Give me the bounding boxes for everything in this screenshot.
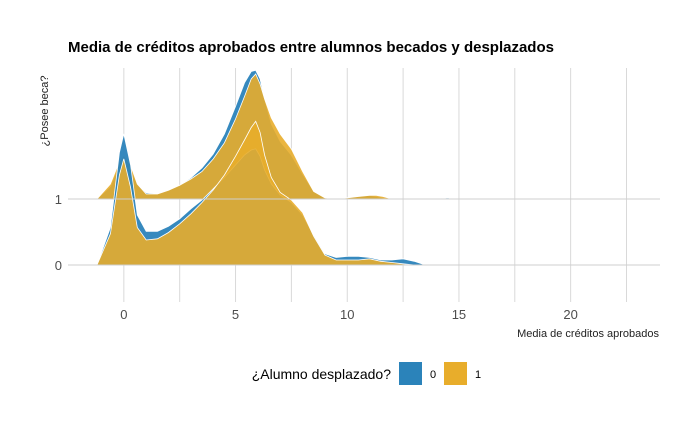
legend-label-0: 0 (430, 369, 436, 381)
x-tick-label: 15 (452, 307, 466, 322)
x-tick-label: 10 (340, 307, 354, 322)
legend-label-1: 1 (475, 369, 481, 381)
legend-swatch-0 (399, 362, 422, 385)
y-axis-label: ¿Posee beca? (39, 76, 51, 147)
ridge-layer (95, 69, 464, 266)
ridge-1 (95, 69, 464, 200)
axis-layer: 100 5 10 15 20 (55, 192, 578, 322)
legend-title: ¿Alumno desplazado? (252, 366, 392, 382)
legend-swatch-1 (444, 362, 467, 385)
x-tick-label: 0 (120, 307, 127, 322)
chart-title: Media de créditos aprobados entre alumno… (68, 39, 554, 56)
y-tick-label: 1 (55, 192, 62, 207)
x-tick-label: 5 (232, 307, 239, 322)
x-tick-label: 20 (563, 307, 577, 322)
density-area-1-series-1 (96, 73, 464, 200)
baseline-layer (68, 198, 660, 266)
density-area-0-series-1 (96, 120, 426, 266)
x-axis-label: Media de créditos aprobados (517, 328, 659, 340)
legend: ¿Alumno desplazado? 0 1 (252, 362, 481, 385)
y-tick-label: 0 (55, 258, 62, 273)
